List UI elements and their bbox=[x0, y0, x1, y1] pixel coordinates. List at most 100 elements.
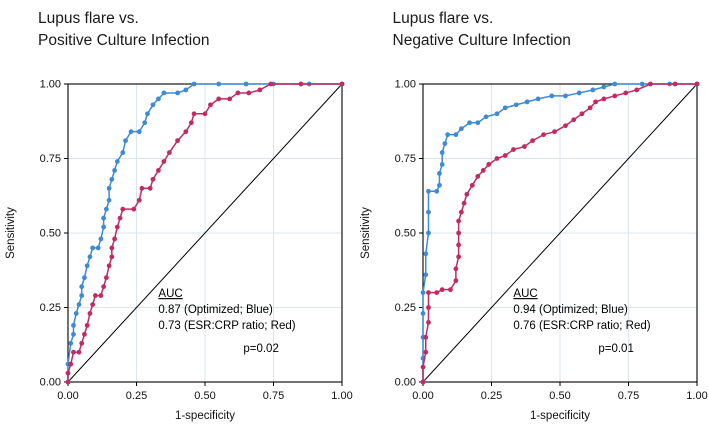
roc-point bbox=[191, 81, 197, 87]
roc-point bbox=[161, 159, 167, 164]
roc-point bbox=[425, 320, 431, 325]
roc-point bbox=[600, 96, 606, 102]
roc-point bbox=[68, 340, 74, 346]
roc-point bbox=[540, 132, 546, 138]
x-tick-label: 0.75 bbox=[617, 390, 638, 402]
roc-point bbox=[425, 230, 431, 236]
roc-point bbox=[90, 245, 96, 251]
roc-point bbox=[562, 123, 568, 129]
roc-point bbox=[480, 168, 486, 173]
roc-point bbox=[422, 251, 428, 257]
roc-series-esr-crp-ratio bbox=[65, 81, 345, 385]
x-tick-label: 0.25 bbox=[480, 390, 501, 402]
roc-point bbox=[84, 322, 90, 328]
roc-point bbox=[128, 129, 134, 135]
roc-point bbox=[216, 96, 222, 102]
roc-point bbox=[142, 120, 148, 126]
roc-point bbox=[466, 120, 472, 126]
roc-point bbox=[463, 191, 469, 197]
auc-annotation: AUC 0.94 (Optimized; Blue) 0.76 (ESR:CRP r… bbox=[513, 288, 650, 355]
roc-point bbox=[156, 96, 161, 102]
roc-point bbox=[422, 349, 428, 355]
roc-point bbox=[68, 361, 74, 367]
roc-point bbox=[246, 90, 252, 96]
auc-line: 0.73 (ESR:CRP ratio; Red) bbox=[158, 320, 295, 332]
roc-point bbox=[79, 284, 85, 290]
auc-heading: AUC bbox=[513, 288, 537, 300]
roc-point bbox=[87, 254, 93, 260]
roc-point bbox=[79, 340, 85, 346]
roc-point bbox=[510, 147, 516, 152]
roc-point bbox=[98, 293, 104, 298]
roc-point bbox=[439, 150, 445, 155]
roc-point bbox=[436, 182, 442, 188]
roc-point bbox=[82, 275, 87, 281]
roc-point bbox=[535, 96, 540, 102]
roc-point bbox=[106, 197, 112, 203]
roc-point bbox=[439, 287, 445, 293]
y-tick-label: 0.50 bbox=[40, 228, 61, 240]
roc-point bbox=[592, 99, 598, 105]
roc-point bbox=[452, 132, 458, 138]
roc-point bbox=[106, 185, 112, 191]
roc-point bbox=[639, 81, 645, 87]
roc-point bbox=[469, 182, 475, 188]
roc-point bbox=[65, 370, 71, 376]
roc-point bbox=[502, 105, 508, 111]
roc-point bbox=[183, 87, 189, 93]
roc-point bbox=[647, 81, 653, 87]
roc-point bbox=[425, 209, 431, 215]
roc-point bbox=[101, 284, 107, 290]
roc-point bbox=[156, 168, 161, 173]
x-tick-label: 0.50 bbox=[194, 390, 215, 402]
roc-point bbox=[183, 129, 189, 135]
roc-point bbox=[551, 129, 557, 135]
roc-point bbox=[600, 84, 606, 90]
roc-point bbox=[458, 209, 464, 215]
roc-point bbox=[235, 90, 241, 96]
roc-point bbox=[455, 230, 461, 236]
roc-point bbox=[139, 185, 145, 191]
roc-point bbox=[425, 290, 431, 295]
y-tick-label: 1.00 bbox=[394, 79, 415, 91]
roc-point bbox=[455, 254, 461, 260]
axis-ticks: 0.000.00 0.25 0.25 0.50 0.50 0.75 0.75 1.00 1.00 bbox=[394, 79, 707, 403]
roc-point bbox=[339, 81, 345, 87]
roc-point bbox=[425, 188, 431, 194]
roc-point bbox=[433, 188, 439, 194]
roc-point bbox=[587, 105, 593, 111]
roc-point bbox=[76, 349, 82, 355]
roc-point bbox=[71, 331, 76, 337]
roc-point bbox=[101, 224, 107, 230]
roc-point bbox=[485, 162, 491, 167]
roc-point bbox=[455, 218, 461, 224]
roc-point bbox=[90, 302, 96, 307]
roc-point bbox=[202, 111, 208, 117]
roc-point bbox=[95, 245, 101, 251]
roc-point bbox=[622, 90, 628, 96]
roc-point bbox=[79, 293, 85, 298]
roc-point bbox=[147, 185, 153, 191]
y-axis-label: Sensitivity bbox=[5, 207, 17, 259]
roc-point bbox=[208, 102, 213, 108]
y-tick-label: 1.00 bbox=[40, 79, 61, 91]
roc-point bbox=[120, 206, 126, 212]
x-tick-label: 0.00 bbox=[412, 390, 433, 402]
chart-title-line2: Negative Culture Infection bbox=[392, 32, 571, 50]
roc-point bbox=[521, 144, 527, 149]
roc-point bbox=[76, 302, 82, 307]
roc-point bbox=[444, 132, 450, 138]
roc-point bbox=[483, 114, 488, 120]
roc-point bbox=[513, 102, 519, 108]
x-tick-label: 1.00 bbox=[331, 390, 352, 402]
roc-point bbox=[458, 126, 464, 132]
roc-point bbox=[114, 224, 120, 230]
p-value: p=0.01 bbox=[598, 343, 634, 355]
roc-point bbox=[136, 197, 142, 203]
x-tick-label: 0.50 bbox=[549, 390, 570, 402]
roc-point bbox=[71, 322, 76, 328]
y-tick-label: 0.00 bbox=[394, 377, 415, 389]
panel-positive-culture: Lupus flare vs. Positive Culture Infecti… bbox=[5, 10, 353, 422]
roc-point bbox=[494, 111, 499, 117]
roc-point bbox=[123, 138, 128, 144]
